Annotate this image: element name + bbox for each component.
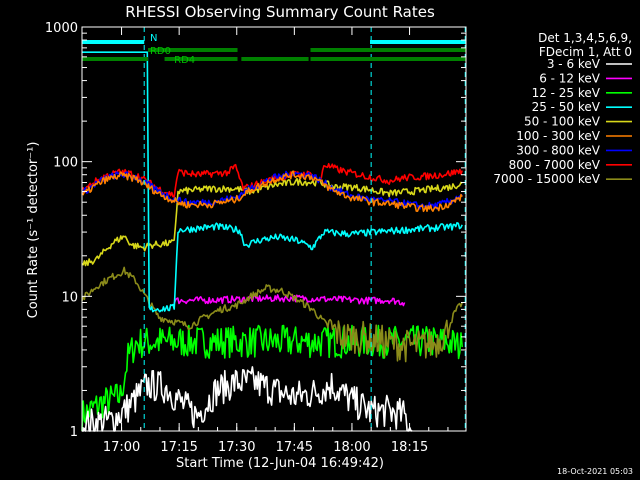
legend-header-1: FDecim 1, Att 0 — [539, 45, 632, 59]
state-bar-rd4-1 — [164, 57, 238, 61]
x-tick-label-3: 17:45 — [276, 440, 313, 455]
x-tick-label-1: 17:15 — [160, 440, 197, 455]
state-bar-n-1 — [370, 40, 466, 44]
axis-layer: 17:00 17:15 17:30 17:45 18:00 18:15 1 10 100 1000 — [45, 21, 467, 455]
series-line-1 — [173, 294, 406, 307]
legend-label-5: 100 - 300 keV — [516, 129, 600, 143]
state-bar-rd0-0 — [148, 48, 238, 52]
state-bar-rd4-3 — [310, 57, 466, 61]
legend-label-4: 50 - 100 keV — [524, 115, 601, 129]
state-bar-rd4-0 — [82, 57, 149, 61]
timestamp: 18-Oct-2021 05:03 — [557, 467, 633, 476]
x-axis-label: Start Time (12-Jun-04 16:49:42) — [176, 456, 384, 471]
legend-label-2: 12 - 25 keV — [532, 86, 601, 100]
legend-label-6: 300 - 800 keV — [516, 143, 600, 157]
state-bar-label-rd0: RD0 — [150, 46, 171, 57]
legend-label-8: 7000 - 15000 keV — [493, 172, 600, 186]
marker-layer — [143, 27, 466, 431]
legend: Det 1,3,4,5,6,9,FDecim 1, Att 03 - 6 keV… — [493, 31, 632, 186]
legend-label-7: 800 - 7000 keV — [509, 158, 601, 172]
x-tick-label-4: 18:00 — [333, 440, 370, 455]
state-bar-rd0-1 — [310, 48, 466, 52]
plot-frame — [81, 26, 467, 432]
state-bar-label-rd4: RD4 — [174, 55, 195, 66]
series-line-4 — [81, 177, 463, 267]
chart-title: RHESSI Observing Summary Count Rates — [125, 3, 435, 21]
y-tick-label-0: 1 — [70, 425, 78, 440]
series-line-0 — [82, 366, 413, 432]
y-tick-label-2: 100 — [53, 156, 78, 171]
state-bar-n-0 — [82, 40, 145, 44]
legend-header-0: Det 1,3,4,5,6,9, — [538, 31, 632, 45]
x-tick-label-2: 17:30 — [218, 440, 255, 455]
series-line-2 — [81, 324, 463, 432]
legend-label-3: 25 - 50 keV — [532, 100, 601, 114]
state-bar-label-n: N — [150, 33, 157, 44]
series-line-3 — [82, 51, 463, 313]
legend-label-0: 3 - 6 keV — [547, 57, 601, 71]
x-tick-label-5: 18:15 — [391, 440, 428, 455]
x-tick-label-0: 17:00 — [103, 440, 140, 455]
state-bar-rd4-2 — [241, 57, 309, 61]
legend-label-1: 6 - 12 keV — [539, 71, 601, 85]
y-axis-label: Count Rate (s⁻¹ detector⁻¹) — [26, 142, 41, 319]
y-tick-label-3: 1000 — [45, 21, 78, 36]
series-line-8 — [81, 266, 463, 363]
y-tick-label-1: 10 — [61, 290, 78, 305]
